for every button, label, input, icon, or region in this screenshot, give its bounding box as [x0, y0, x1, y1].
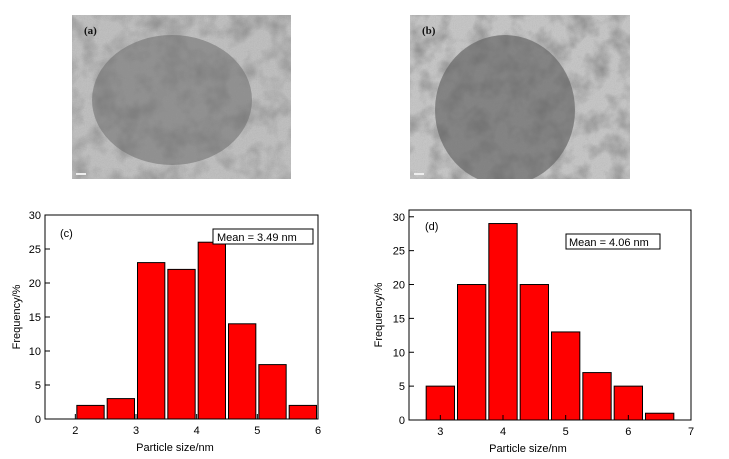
y-tick-label-c-0: 0 [35, 414, 41, 426]
y-tick-label-c-6: 30 [29, 210, 41, 222]
bar-d-6 [613, 385, 644, 421]
x-tick-label-d-4: 7 [688, 426, 694, 438]
scale-bar-a [76, 173, 86, 175]
tem-label-a: (a) [84, 25, 97, 37]
bars-c [76, 241, 317, 420]
tem-texture-b [410, 15, 630, 179]
ticks-c: 2 3 4 5 6 0 5 10 15 20 25 30 [29, 210, 321, 437]
y-tick-label-c-3: 15 [29, 312, 41, 324]
x-tick-label-c-0: 2 [72, 425, 78, 437]
y-axis-label-c: Frequency/% [11, 284, 23, 349]
panel-label-c: (c) [60, 228, 73, 240]
annotation-c: Mean = 3.49 nm [217, 232, 297, 244]
x-tick-label-c-3: 5 [254, 425, 260, 437]
bar-d-1 [457, 284, 487, 421]
y-tick-label-c-4: 20 [29, 278, 41, 290]
x-tick-label-d-3: 6 [625, 426, 631, 438]
y-tick-label-d-5: 25 [393, 246, 405, 258]
y-tick-label-d-3: 15 [393, 313, 405, 325]
x-tick-label-d-0: 3 [437, 426, 443, 438]
tem-texture-a [72, 15, 291, 179]
plot-frame-d [408, 209, 692, 421]
bar-d-3 [519, 284, 550, 421]
bar-d-2 [488, 223, 518, 421]
tem-image-b: (b) [410, 15, 630, 179]
y-tick-label-d-6: 30 [393, 212, 405, 224]
tem-label-b: (b) [422, 25, 436, 37]
annotation-box-d: Mean = 4.06 nm [565, 233, 661, 250]
x-axis-label-d: Particle size/nm [489, 443, 567, 455]
bar-c-6 [258, 364, 287, 420]
y-tick-label-d-2: 10 [393, 347, 405, 359]
x-axis-label-c: Particle size/nm [136, 442, 214, 454]
bar-d-0 [425, 385, 455, 421]
y-tick-label-d-0: 0 [399, 415, 405, 427]
bars-d [425, 223, 675, 421]
x-tick-label-c-1: 3 [133, 425, 139, 437]
bar-d-7 [645, 412, 675, 421]
x-tick-label-c-4: 6 [315, 425, 321, 437]
scale-bar-b [414, 173, 424, 175]
annotation-d: Mean = 4.06 nm [569, 237, 649, 249]
bar-c-2 [137, 262, 166, 420]
x-tick-label-d-1: 4 [500, 426, 506, 438]
tem-image-a: (a) [72, 15, 291, 179]
annotation-box-c: Mean = 3.49 nm [212, 228, 314, 245]
y-tick-label-d-1: 5 [399, 381, 405, 393]
plot-frame-c [44, 214, 319, 420]
bar-d-5 [582, 372, 612, 421]
bar-c-4 [197, 241, 227, 420]
bar-d-4 [551, 331, 581, 421]
y-tick-label-d-4: 20 [393, 280, 405, 292]
y-axis-label-d: Frequency/% [373, 282, 385, 347]
y-tick-label-c-2: 10 [29, 346, 41, 358]
y-tick-label-c-1: 5 [35, 380, 41, 392]
x-tick-label-d-2: 5 [563, 426, 569, 438]
panel-label-d: (d) [425, 221, 438, 233]
x-tick-label-c-2: 4 [194, 425, 200, 437]
y-tick-label-c-5: 25 [29, 244, 41, 256]
bar-c-5 [228, 323, 257, 420]
